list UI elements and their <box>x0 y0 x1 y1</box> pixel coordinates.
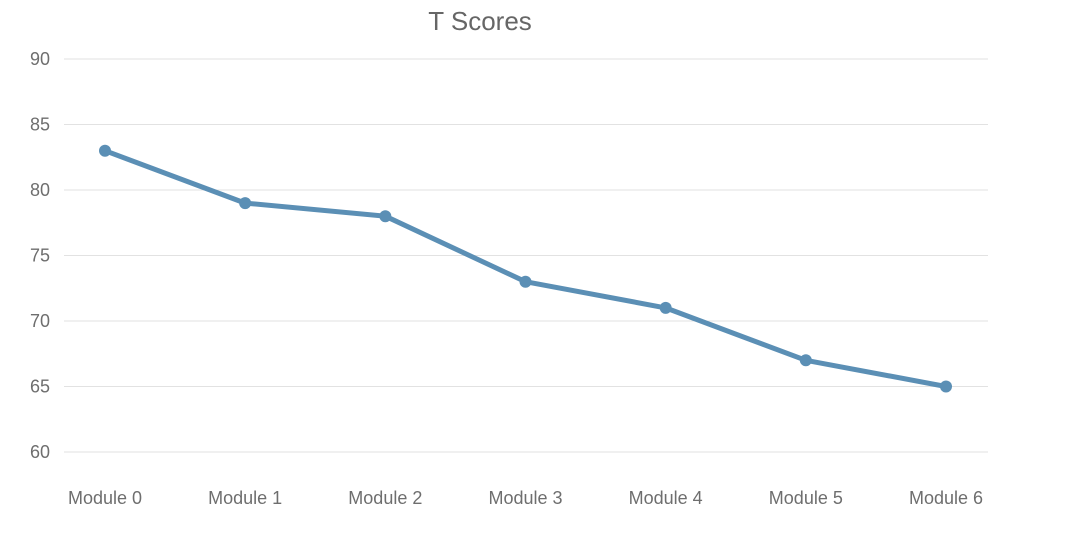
x-tick-label: Module 1 <box>208 488 282 508</box>
chart-title: T Scores <box>428 6 532 36</box>
x-tick-label: Module 6 <box>909 488 983 508</box>
x-tick-label: Module 0 <box>68 488 142 508</box>
y-tick-label: 65 <box>30 377 50 397</box>
data-point[interactable] <box>519 275 532 288</box>
data-point[interactable] <box>99 144 111 157</box>
series-layer <box>99 144 952 393</box>
data-point[interactable] <box>940 380 952 393</box>
y-tick-label: 70 <box>30 311 50 331</box>
data-point[interactable] <box>379 210 392 223</box>
y-tick-label: 85 <box>30 115 50 135</box>
y-tick-label: 60 <box>30 442 50 462</box>
x-tick-label: Module 3 <box>488 488 562 508</box>
series-line <box>102 148 949 389</box>
grid-lines <box>64 58 988 453</box>
data-point[interactable] <box>239 197 252 210</box>
y-tick-label: 75 <box>30 246 50 266</box>
y-axis-ticks: 60 65 70 75 80 85 90 <box>30 49 50 462</box>
y-tick-label: 80 <box>30 180 50 200</box>
y-tick-label: 90 <box>30 49 50 69</box>
data-point[interactable] <box>799 354 812 367</box>
data-point[interactable] <box>659 301 672 314</box>
x-tick-label: Module 5 <box>769 488 843 508</box>
x-tick-label: Module 2 <box>348 488 422 508</box>
x-tick-label: Module 4 <box>629 488 703 508</box>
x-axis-ticks: Module 0 Module 1 Module 2 Module 3 Module 4… <box>68 488 983 508</box>
